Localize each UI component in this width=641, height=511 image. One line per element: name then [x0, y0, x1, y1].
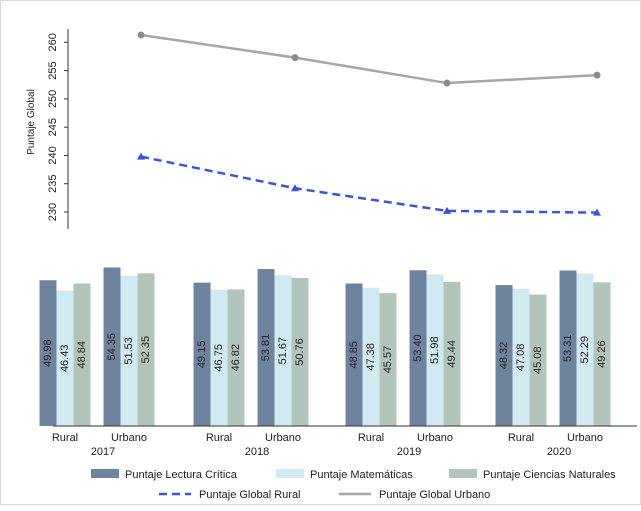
bar-value-label: 45.57	[382, 346, 394, 374]
y-tick-label: 235	[47, 175, 59, 193]
bar	[257, 269, 275, 426]
line-chart: 230 235 240 245 250 255 260 Puntaje Global	[26, 29, 601, 229]
data-point-urbano	[443, 79, 451, 87]
data-point-rural	[137, 152, 145, 160]
bar	[210, 289, 228, 426]
y-tick-label: 260	[47, 33, 59, 51]
bar	[576, 273, 594, 426]
bar	[362, 287, 380, 426]
bar-value-label: 49.26	[596, 340, 608, 368]
bar-value-label: 49.44	[446, 340, 458, 368]
bar	[73, 283, 91, 426]
bar	[379, 293, 397, 426]
bar-value-label: 53.40	[412, 334, 424, 362]
bar-value-label: 54.35	[106, 333, 118, 361]
bar-value-label: 52.35	[140, 336, 152, 364]
data-point-urbano	[137, 31, 145, 39]
bar-value-label: 47.08	[515, 344, 527, 372]
y-axis-title: Puntaje Global	[26, 89, 37, 155]
legend-label: Puntaje Lectura Crítica	[125, 469, 238, 481]
bar-value-label: 49.98	[42, 339, 54, 367]
bar	[443, 281, 461, 426]
bar-value-label: 48.85	[348, 341, 360, 369]
y-tick-label: 245	[47, 118, 59, 136]
x-zone-label: Rural	[358, 432, 384, 444]
legend: Puntaje Lectura Crítica Puntaje Matemátic…	[91, 469, 616, 501]
bar	[409, 270, 427, 426]
legend-swatch	[276, 469, 304, 478]
data-point-rural	[593, 208, 601, 216]
bar-value-label: 51.67	[277, 337, 289, 365]
bar	[291, 277, 309, 426]
bar-value-label: 50.76	[294, 338, 306, 366]
bar-value-label: 49.15	[196, 341, 208, 369]
bar-value-label: 48.32	[498, 342, 510, 370]
x-zone-label: Urbano	[417, 432, 453, 444]
bar	[56, 290, 74, 426]
x-year-label: 2020	[547, 446, 571, 458]
bar	[274, 275, 292, 426]
bar-value-label: 52.29	[579, 336, 591, 364]
x-year-label: 2019	[397, 446, 421, 458]
bar	[227, 289, 245, 426]
data-point-rural	[291, 184, 299, 192]
x-zone-label: Urbano	[567, 432, 603, 444]
legend-swatch	[91, 469, 119, 478]
legend-swatch	[449, 469, 477, 478]
bar	[559, 270, 577, 426]
bar-value-label: 46.75	[213, 344, 225, 372]
bar-value-label: 53.81	[260, 334, 272, 362]
bar	[193, 282, 211, 426]
bar-value-label: 45.08	[532, 346, 544, 374]
bar	[103, 267, 121, 426]
series-line-urbano	[140, 33, 598, 85]
legend-label: Puntaje Global Urbano	[379, 489, 490, 501]
x-zone-label: Rural	[52, 432, 78, 444]
y-tick-label: 250	[47, 90, 59, 108]
legend-label: Puntaje Matemáticas	[310, 469, 413, 481]
series-line-rural	[140, 155, 598, 214]
x-zone-label: Urbano	[265, 432, 301, 444]
data-point-urbano	[593, 71, 601, 79]
bar-chart: 49.98 46.43 48.84 Rural 54.35 51.53 52.35 Urban…	[39, 267, 637, 458]
bar	[137, 273, 155, 426]
bar-value-label: 53.31	[562, 334, 574, 362]
bar-value-label: 51.98	[429, 336, 441, 364]
bar	[39, 280, 57, 426]
legend-label: Puntaje Global Rural	[199, 489, 301, 501]
bar	[345, 283, 363, 426]
bar	[495, 285, 513, 426]
bar	[120, 275, 138, 426]
x-zone-label: Rural	[206, 432, 232, 444]
x-zone-label: Urbano	[111, 432, 147, 444]
bar-value-label: 46.43	[59, 345, 71, 373]
bar-value-label: 47.38	[365, 343, 377, 371]
x-year-label: 2018	[245, 446, 269, 458]
legend-label: Puntaje Ciencias Naturales	[483, 469, 616, 481]
y-tick-label: 255	[47, 61, 59, 79]
data-point-rural	[443, 206, 451, 214]
data-point-urbano	[291, 54, 299, 62]
bar-value-label: 46.82	[230, 344, 242, 372]
bar	[529, 294, 547, 426]
x-year-label: 2017	[91, 446, 115, 458]
bar	[593, 282, 611, 426]
y-tick-label: 230	[47, 203, 59, 221]
bar	[512, 288, 530, 426]
x-zone-label: Rural	[508, 432, 534, 444]
y-tick-label: 240	[47, 146, 59, 164]
bar-value-label: 51.53	[123, 337, 135, 365]
bar-value-label: 48.84	[76, 341, 88, 369]
bar	[426, 274, 444, 426]
